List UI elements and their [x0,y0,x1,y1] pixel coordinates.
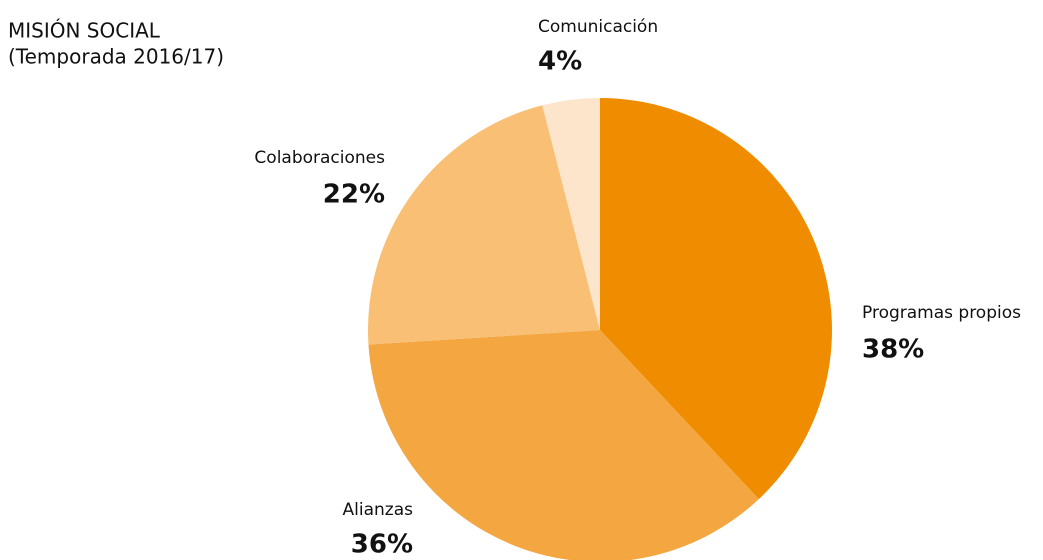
value-label: 4% [538,47,582,77]
pie-slice [600,98,832,500]
value-label: 38% [862,335,924,365]
slice-label: Alianzas [343,500,414,520]
pie-slice [368,105,600,345]
chart-subtitle: (Temporada 2016/17) [8,45,224,69]
value-label: 36% [351,530,413,560]
pie-slice [368,330,759,560]
pie-slice [542,98,600,330]
value-label: 22% [323,180,385,210]
slice-label: Comunicación [538,17,658,37]
chart-title: MISIÓN SOCIAL [8,19,161,43]
slice-label: Programas propios [862,303,1021,323]
slice-label: Colaboraciones [254,148,385,168]
